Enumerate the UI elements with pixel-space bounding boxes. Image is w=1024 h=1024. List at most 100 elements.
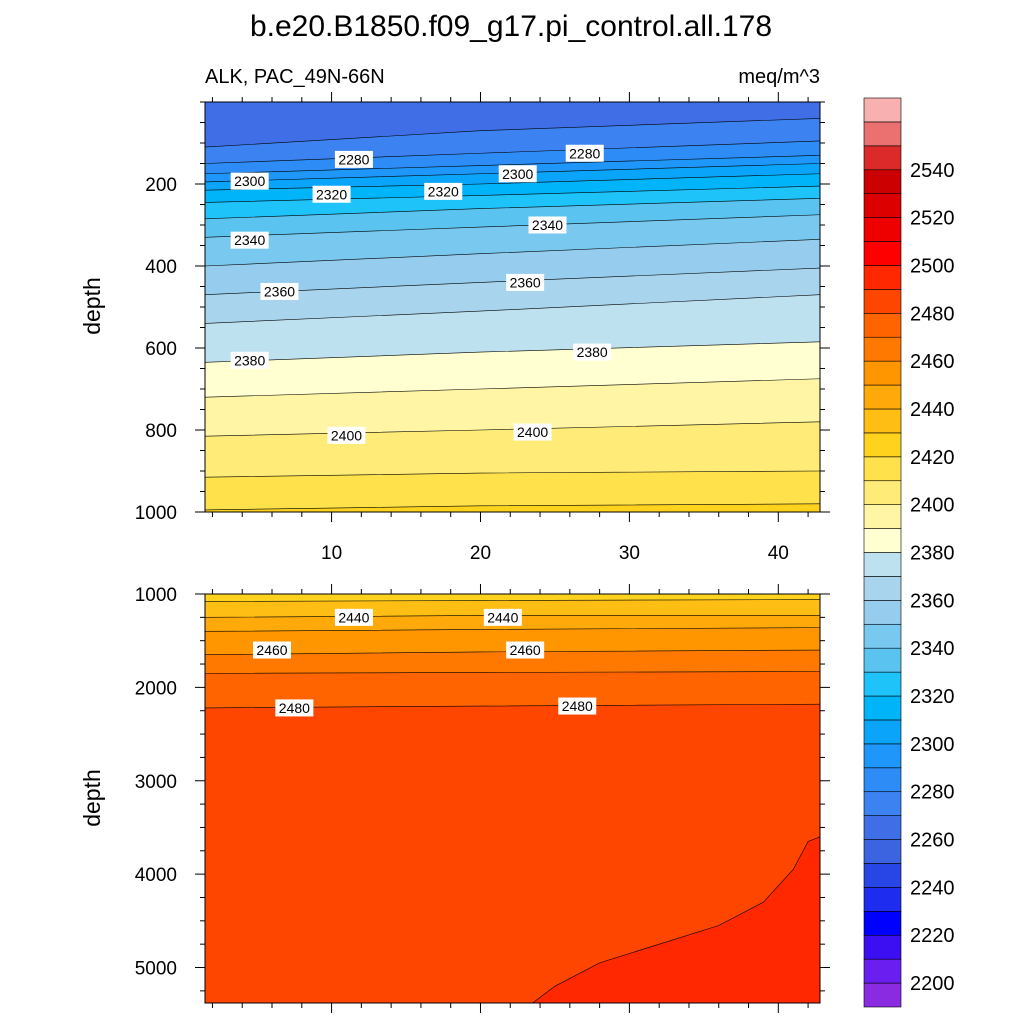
chart-units-label: meq/m^3 [738,66,820,88]
colorbar-tick-label: 2320 [910,686,955,708]
contour-label: 2460 [256,642,287,658]
colorbar-swatch [863,863,902,888]
colorbar-swatch [863,217,902,242]
colorbar-swatch [863,815,902,840]
contour-label: 2380 [577,344,608,360]
colorbar-tick-label: 2480 [910,303,955,325]
y-tick-label: 1000 [135,585,177,606]
lower-panel: 1000 2000 3000 4000 5000 2440 2440 2460 2460 2480… [135,584,830,1013]
y-tick-label: 4000 [135,865,177,886]
contour-band [205,471,820,512]
contour-line [205,163,820,183]
colorbar-swatch [863,408,902,434]
contour-label: 2340 [532,217,563,233]
contour-band [532,836,820,1003]
colorbar-tick-label: 2400 [910,495,955,517]
contour-label-box [334,150,373,168]
colorbar-swatch [863,839,902,864]
contour-label: 2440 [338,609,369,625]
colorbar-tick-label: 2300 [910,734,955,756]
colorbar-swatch [863,576,902,601]
colorbar-tick-label: 2420 [910,447,955,469]
colorbar-swatch [863,600,902,625]
contour-label-box [565,144,604,162]
chart-subtitle-left: ALK, PAC_49N-66N [205,66,385,88]
colorbar-swatch [863,504,902,529]
colorbar-tick-label: 2540 [910,160,955,182]
colorbar-tick-label: 2380 [910,543,955,565]
contour-label: 2400 [331,427,362,443]
colorbar-tick-label: 2340 [910,638,955,660]
colorbar-swatch [863,384,902,410]
colorbar-swatch [863,241,902,266]
colorbar-swatch [863,121,902,147]
colorbar: 2200 2220 2240 2260 2280 2300 2320 2340 2360 2380… [863,97,955,1008]
colorbar-swatch [863,360,902,386]
colorbar-swatch [863,456,902,482]
x-tick-label: 40 [768,543,789,564]
contour-label-box [230,172,269,190]
contour-label-box [498,165,537,183]
contour-label-box [483,608,522,626]
lower-y-axis-label: depth [79,769,105,827]
colorbar-swatch [863,97,902,123]
chart-title: b.e20.B1850.f09_g17.pi_control.all.178 [250,10,772,43]
contour-line [205,671,820,674]
contour-line [205,239,820,267]
contour-label: 2300 [234,173,265,189]
colorbar-swatch [863,934,902,960]
colorbar-tick-label: 2460 [910,351,955,373]
contour-line [205,118,820,148]
y-tick-label: 800 [145,421,177,442]
y-tick-label: 600 [145,339,177,360]
y-tick-label: 5000 [135,959,177,980]
colorbar-swatch [863,169,902,194]
contour-line [205,649,820,655]
contour-label: 2480 [562,698,593,714]
colorbar-tick-label: 2260 [910,830,955,852]
colorbar-swatch [863,887,902,912]
colorbar-swatch [863,695,902,721]
y-tick-label: 400 [145,257,177,278]
contour-label: 2320 [428,183,459,199]
contour-label-box [230,231,269,249]
contour-label-box [230,351,269,369]
x-tick-label: 30 [619,543,640,564]
contour-label-box [573,343,612,361]
colorbar-swatch [863,432,902,458]
contour-label-box [260,282,299,300]
colorbar-swatch [863,336,902,362]
colorbar-swatch [863,528,902,553]
y-tick-label: 200 [145,175,177,196]
contour-label-box [275,699,314,717]
contour-label: 2280 [569,145,600,161]
colorbar-tick-label: 2440 [910,399,955,421]
contour-line [205,599,820,602]
x-tick-label: 10 [321,543,342,564]
colorbar-swatch [863,145,902,171]
colorbar-swatch [863,671,902,697]
contour-label-box [312,185,351,203]
x-tick-label: 20 [470,543,491,564]
colorbar-swatch [863,982,902,1008]
contour-line [205,294,820,324]
colorbar-swatch [863,312,902,338]
contour-label: 2480 [279,700,310,716]
upper-y-axis-label: depth [79,277,105,335]
contour-line [205,378,820,398]
contour-label: 2300 [502,166,533,182]
colorbar-tick-label: 2520 [910,208,955,230]
contour-label-box [506,273,545,291]
contour-label: 2380 [234,352,265,368]
colorbar-swatch [863,767,902,793]
colorbar-tick-label: 2200 [910,973,955,995]
colorbar-tick-label: 2220 [910,925,955,947]
contour-line [205,470,820,478]
contour-label-box [558,697,597,715]
contour-line [205,185,820,203]
colorbar-swatch [863,743,902,769]
contour-label-box [327,426,366,444]
colorbar-swatch [863,911,902,936]
contour-line [205,503,820,511]
